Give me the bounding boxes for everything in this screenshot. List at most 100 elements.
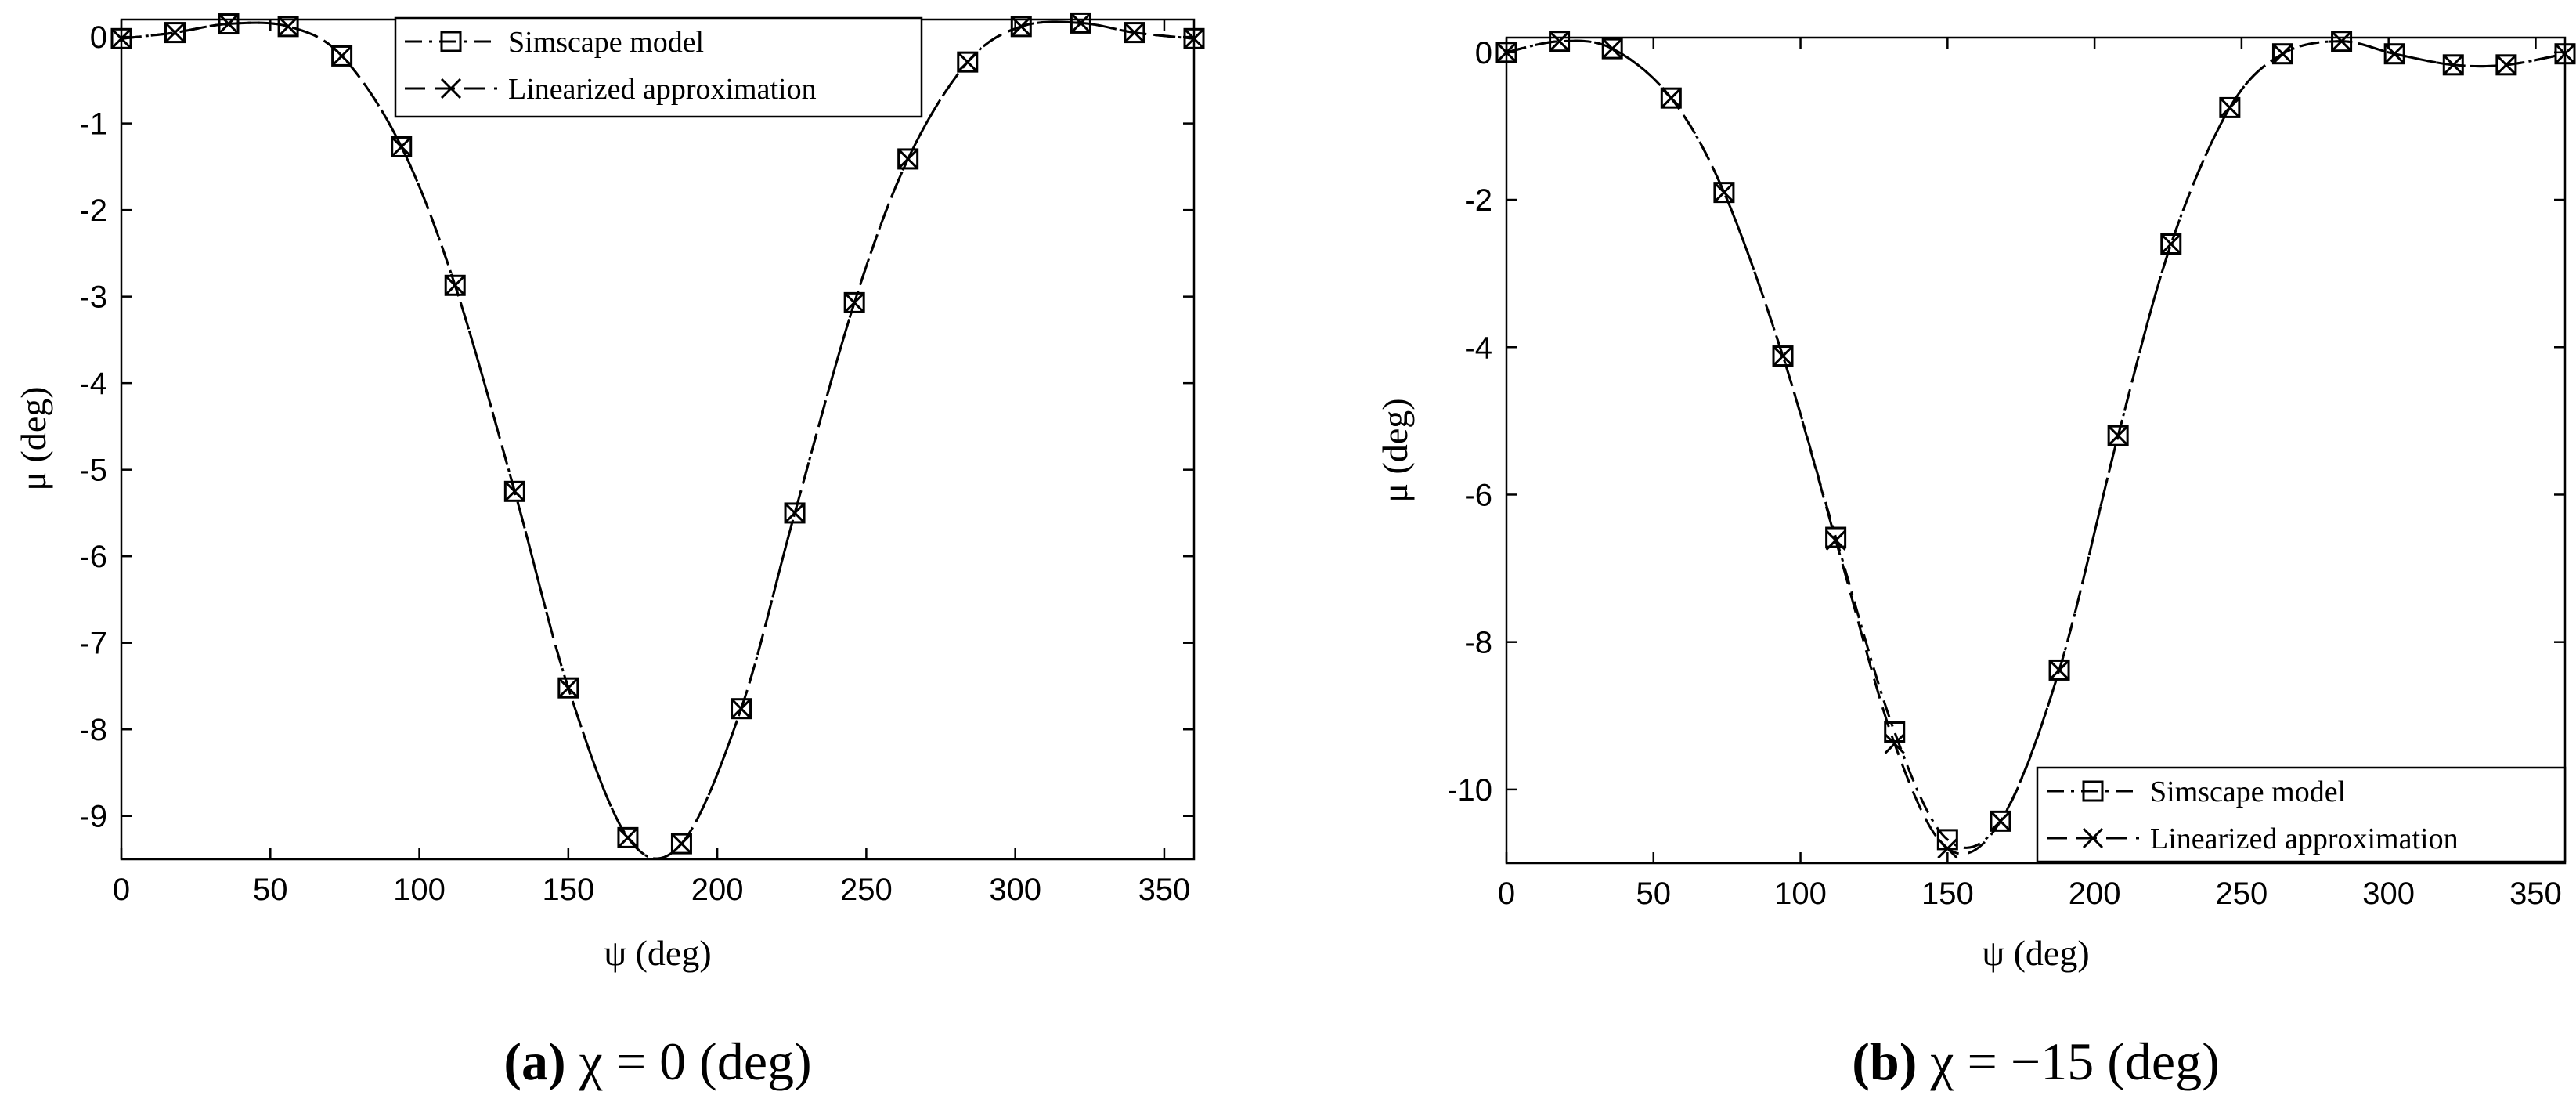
simscape-point bbox=[670, 833, 692, 855]
linearized-point bbox=[2219, 97, 2240, 118]
simscape-point bbox=[731, 698, 752, 720]
simscape-point bbox=[2160, 233, 2182, 255]
simscape-point bbox=[2383, 43, 2405, 65]
legend-box bbox=[2036, 766, 2567, 863]
x-tick-label: 350 bbox=[1138, 873, 1191, 907]
y-tick-label: -2 bbox=[1464, 183, 1492, 218]
simscape-point bbox=[1990, 810, 2011, 832]
plot-area bbox=[1505, 36, 2567, 865]
linearized-point bbox=[1772, 345, 1794, 367]
caption-text: χ = 0 (deg) bbox=[579, 1032, 812, 1091]
figure-caption: (b) χ = −15 (deg) bbox=[1852, 1032, 2219, 1091]
simscape-point bbox=[2107, 425, 2129, 446]
x-tick-label: 250 bbox=[2216, 876, 2268, 911]
linearized-point bbox=[784, 502, 806, 523]
x-axis-label: ψ (deg) bbox=[604, 933, 711, 973]
caption-letter: (a) bbox=[503, 1032, 565, 1091]
simscape-point bbox=[331, 45, 353, 67]
x-tick-label: 200 bbox=[691, 873, 744, 907]
y-tick-label: -7 bbox=[79, 627, 107, 661]
x-tick-label: 150 bbox=[542, 873, 594, 907]
legend-marker bbox=[440, 78, 462, 99]
y-tick-label: -6 bbox=[1464, 478, 1492, 512]
linearized-point bbox=[1549, 31, 1570, 52]
linearized-point bbox=[1124, 22, 1145, 43]
series-line-simscape bbox=[1506, 39, 2566, 849]
x-tick-label: 100 bbox=[1774, 876, 1827, 911]
linearized-point bbox=[2160, 233, 2181, 255]
y-tick-label: -2 bbox=[79, 193, 107, 228]
plot-area bbox=[120, 18, 1196, 861]
simscape-point bbox=[444, 274, 466, 296]
y-tick-label: -10 bbox=[1447, 773, 1492, 808]
linearized-point bbox=[1070, 13, 1091, 34]
caption-text: χ = −15 (deg) bbox=[1929, 1032, 2219, 1091]
simscape-point bbox=[277, 16, 299, 38]
linearized-point bbox=[1602, 38, 1623, 60]
figure-caption: (a) χ = 0 (deg) bbox=[503, 1032, 811, 1091]
y-tick-label: -8 bbox=[79, 713, 107, 747]
x-tick-label: 200 bbox=[2069, 876, 2121, 911]
linearized-point bbox=[731, 698, 752, 719]
x-tick-label: 250 bbox=[840, 873, 893, 907]
simscape-point bbox=[784, 502, 806, 524]
chart-b: 0 50 100 150 200 250 300 350 0 -2 -4 -6 -8 -10 μ (deg)… bbox=[1375, 31, 2576, 1091]
simscape-point bbox=[391, 136, 413, 157]
linearized-point bbox=[2048, 660, 2070, 681]
simscape-point bbox=[2048, 659, 2070, 681]
chart-a: 0 50 100 150 200 250 300 350 0 -1 -2 -3 -4 -5 -6 -7 -8 -9… bbox=[13, 12, 1205, 1091]
legend-label: Simscape model bbox=[2150, 775, 2346, 808]
simscape-point bbox=[1183, 27, 1205, 49]
linearized-point bbox=[504, 481, 525, 502]
linearized-point bbox=[617, 827, 639, 848]
legend-label: Linearized approximation bbox=[508, 73, 817, 106]
simscape-point bbox=[1124, 22, 1145, 44]
y-tick-label: 0 bbox=[1475, 36, 1492, 70]
linearized-point bbox=[278, 16, 299, 37]
simscape-point bbox=[2495, 54, 2517, 76]
simscape-point bbox=[1660, 87, 1682, 109]
y-axis-label: μ (deg) bbox=[1375, 398, 1415, 502]
simscape-point bbox=[2554, 43, 2576, 65]
x-tick-label: 0 bbox=[1498, 876, 1515, 911]
simscape-point bbox=[1825, 526, 1847, 548]
legend-label: Simscape model bbox=[508, 26, 704, 59]
linearized-point bbox=[1825, 530, 1846, 551]
linearized-point bbox=[1937, 838, 1958, 859]
simscape-point bbox=[164, 22, 186, 44]
series-line-simscape bbox=[121, 20, 1195, 860]
x-tick-label: 0 bbox=[113, 873, 130, 907]
legend: Simscape model Linearized approximation bbox=[394, 16, 923, 118]
y-tick-label: -6 bbox=[79, 540, 107, 574]
simscape-point bbox=[617, 826, 639, 848]
caption-letter: (b) bbox=[1852, 1032, 1917, 1091]
linearized-point bbox=[1713, 182, 1734, 203]
simscape-point bbox=[1010, 16, 1032, 38]
legend-box bbox=[394, 16, 923, 118]
linearized-point bbox=[1990, 811, 2011, 832]
linearized-point bbox=[445, 275, 466, 296]
linearized-point bbox=[557, 678, 579, 699]
simscape-point bbox=[1772, 345, 1794, 367]
legend-label: Linearized approximation bbox=[2150, 822, 2459, 855]
x-tick-label: 350 bbox=[2509, 876, 2562, 911]
x-tick-label: 50 bbox=[253, 873, 288, 907]
legend-marker bbox=[440, 31, 462, 52]
linearized-point bbox=[2443, 54, 2464, 75]
linearized-point bbox=[1183, 28, 1205, 49]
x-tick-label: 150 bbox=[1921, 876, 1974, 911]
linearized-point bbox=[2108, 425, 2129, 446]
linearized-point bbox=[391, 136, 412, 157]
simscape-point bbox=[843, 291, 865, 313]
linearized-point bbox=[957, 52, 978, 73]
y-tick-label: -8 bbox=[1464, 626, 1492, 660]
linearized-point bbox=[671, 833, 692, 855]
simscape-point bbox=[557, 677, 579, 699]
simscape-point bbox=[897, 148, 919, 170]
y-tick-label: 0 bbox=[90, 20, 107, 55]
simscape-point bbox=[2271, 43, 2293, 65]
linearized-point bbox=[1495, 42, 1517, 63]
linearized-point bbox=[331, 45, 352, 67]
linearized-point bbox=[1011, 16, 1032, 37]
